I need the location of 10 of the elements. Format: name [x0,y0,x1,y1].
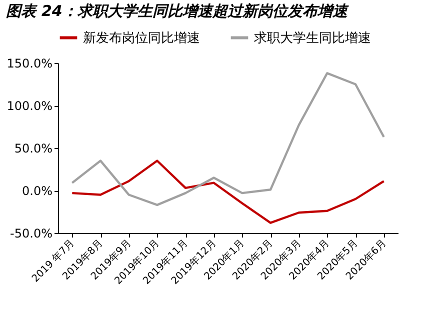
y-tick-label: 150.0% [6,56,52,70]
line-series [71,72,385,206]
y-tick-label: 50.0% [14,142,52,156]
y-tick-label: 100.0% [6,99,52,113]
y-tick-label: -50.0% [10,226,52,240]
chart-title: 图表 24：求职大学生同比增速超过新岗位发布增速 [6,2,350,20]
legend-label: 求职大学生同比增速 [254,30,371,46]
line-series [71,160,385,224]
y-tick-label: 0.0% [22,184,52,198]
legend-label: 新发布岗位同比增速 [83,30,200,46]
